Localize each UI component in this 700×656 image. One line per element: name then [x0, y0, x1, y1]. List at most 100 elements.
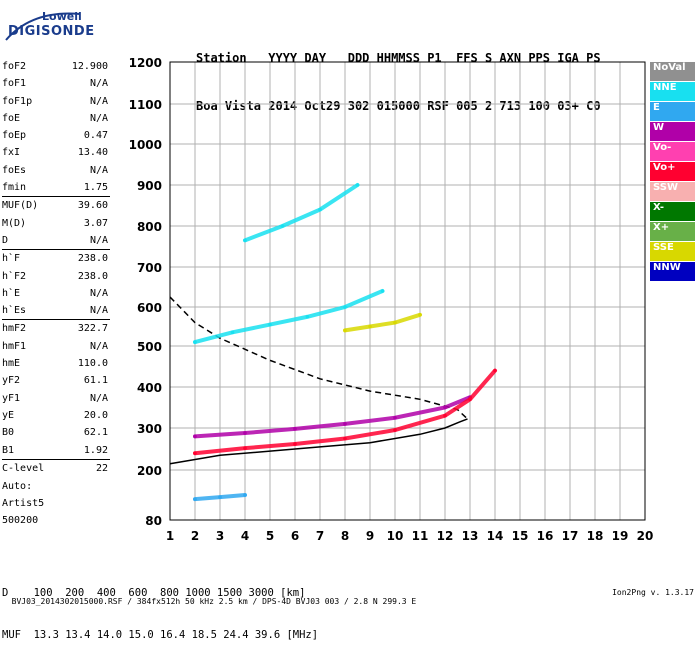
- x-tick-label: 4: [241, 529, 249, 543]
- param-separator: [2, 249, 110, 251]
- point-e: [243, 493, 247, 497]
- param-row-hes: h`Es N/A: [2, 302, 110, 319]
- param-name: foEp: [2, 130, 27, 142]
- point-nne: [230, 330, 235, 335]
- parameter-panel: foF2 12.900 foF1 N/A foF1p N/A foE N/A foEp 0.47 f…: [2, 58, 110, 477]
- y-tick-label: 300: [137, 422, 162, 436]
- y-tick-label: 500: [137, 340, 162, 354]
- x-tick-label: 1: [166, 529, 174, 543]
- param-name: hmE: [2, 358, 21, 370]
- x-tick-label: 5: [266, 529, 274, 543]
- legend-item-sse: SSE: [650, 242, 695, 261]
- legend-item-noval: NoVal: [650, 62, 695, 81]
- param-row-foep: foEp 0.47: [2, 127, 110, 144]
- param-row-ye: yE 20.0: [2, 407, 110, 424]
- muf-row: MUF 13.3 13.4 14.0 15.0 16.4 18.5 24.4 3…: [2, 629, 319, 641]
- param-name: yE: [2, 409, 15, 421]
- param-value: 12.900: [71, 61, 108, 72]
- param-value: 322.7: [77, 323, 108, 335]
- param-row-mufd: MUF(D) 39.60: [2, 197, 110, 214]
- param-name: yF2: [2, 375, 21, 387]
- param-separator: [2, 458, 110, 460]
- point-nne: [380, 289, 385, 293]
- auto-code: 500200: [2, 515, 39, 526]
- param-separator: [2, 196, 110, 198]
- y-tick-label: 1000: [129, 138, 162, 152]
- param-row-fof2: foF2 12.900: [2, 58, 110, 75]
- trace-nne: [243, 183, 360, 243]
- param-value: N/A: [89, 78, 108, 90]
- legend-item-nnw: NNW: [650, 262, 695, 281]
- x-tick-label: 10: [387, 529, 404, 543]
- x-tick-label: 6: [291, 529, 299, 543]
- legend-item-w: W: [650, 122, 695, 141]
- param-row-b1: B1 1.92: [2, 442, 110, 459]
- param-row-fmin: fmin 1.75: [2, 179, 110, 196]
- x-tick-label: 2: [191, 529, 199, 543]
- point-w: [293, 427, 297, 431]
- point-nne: [343, 305, 347, 309]
- point-sse: [393, 320, 397, 325]
- param-value: 22: [95, 462, 108, 474]
- point-w: [343, 422, 347, 426]
- param-row-fxi: fxI 13.40: [2, 144, 110, 161]
- param-row-fof1: foF1 N/A: [2, 75, 110, 92]
- point-nne: [268, 322, 272, 327]
- series-profile-solid: [169, 418, 468, 465]
- param-value: N/A: [89, 234, 108, 246]
- param-value: 61.1: [83, 375, 108, 387]
- param-name: B1: [2, 444, 15, 456]
- logo-text-line1: Lowell: [42, 10, 82, 23]
- point-vo: [243, 446, 247, 450]
- x-tick-label: 11: [412, 529, 429, 543]
- trace-sse: [343, 312, 422, 333]
- ionogram-chart: 1 2 3 4 5 6 7 8 9 10 11 12 13 14 15 16 17 18 19 20802003004…: [129, 56, 654, 543]
- param-value: 238.0: [77, 253, 108, 265]
- param-row-he: h`E N/A: [2, 285, 110, 302]
- plot-frame: [169, 61, 646, 521]
- legend-item-vo: Vo+: [650, 162, 695, 181]
- x-tick-label: 13: [462, 529, 479, 543]
- param-value: 0.47: [83, 130, 108, 142]
- x-tick-label: 14: [487, 529, 504, 543]
- param-value: N/A: [89, 95, 108, 107]
- param-name: h`Es: [2, 305, 27, 317]
- param-name: hmF2: [2, 323, 27, 335]
- param-group-2: MUF(D) 39.60 M(D) 3.07 D N/A: [2, 197, 110, 249]
- param-value: 20.0: [83, 409, 108, 421]
- param-value: 1.75: [83, 182, 108, 194]
- x-tick-label: 15: [512, 529, 529, 543]
- param-row-foe: foE N/A: [2, 110, 110, 127]
- param-value: N/A: [89, 305, 108, 317]
- param-value: 238.0: [77, 270, 108, 282]
- point-sse: [418, 313, 422, 317]
- y-tick-label: 80: [145, 514, 162, 528]
- param-name: B0: [2, 427, 15, 439]
- point-vo: [343, 436, 347, 441]
- trace-vo: [193, 368, 497, 456]
- param-name: hmF1: [2, 340, 27, 352]
- param-row-hmf2: hmF2 322.7: [2, 320, 110, 337]
- param-name: D: [2, 234, 9, 246]
- param-name: h`F: [2, 253, 21, 265]
- param-value: 3.07: [83, 217, 108, 229]
- x-tick-label: 8: [341, 529, 349, 543]
- param-name: h`E: [2, 287, 21, 299]
- point-w: [443, 405, 447, 410]
- param-value: N/A: [89, 164, 108, 176]
- x-tick-label: 18: [587, 529, 604, 543]
- y-tick-label: 600: [137, 301, 162, 315]
- point-nne: [355, 183, 360, 187]
- param-name: MUF(D): [2, 200, 39, 212]
- param-group-4: hmF2 322.7 hmF1 N/A hmE 110.0 yF2 61.1 yF1 N/A yE 2…: [2, 320, 110, 458]
- legend-item-vo: Vo-: [650, 142, 695, 161]
- param-value: N/A: [89, 340, 108, 352]
- param-value: N/A: [89, 287, 108, 299]
- param-value: N/A: [89, 112, 108, 124]
- y-tick-label: 700: [137, 261, 162, 275]
- x-tick-label: 3: [216, 529, 224, 543]
- point-vo: [193, 451, 197, 456]
- param-row-fof1p: foF1p N/A: [2, 93, 110, 110]
- point-w: [393, 415, 397, 420]
- point-vo: [443, 413, 447, 418]
